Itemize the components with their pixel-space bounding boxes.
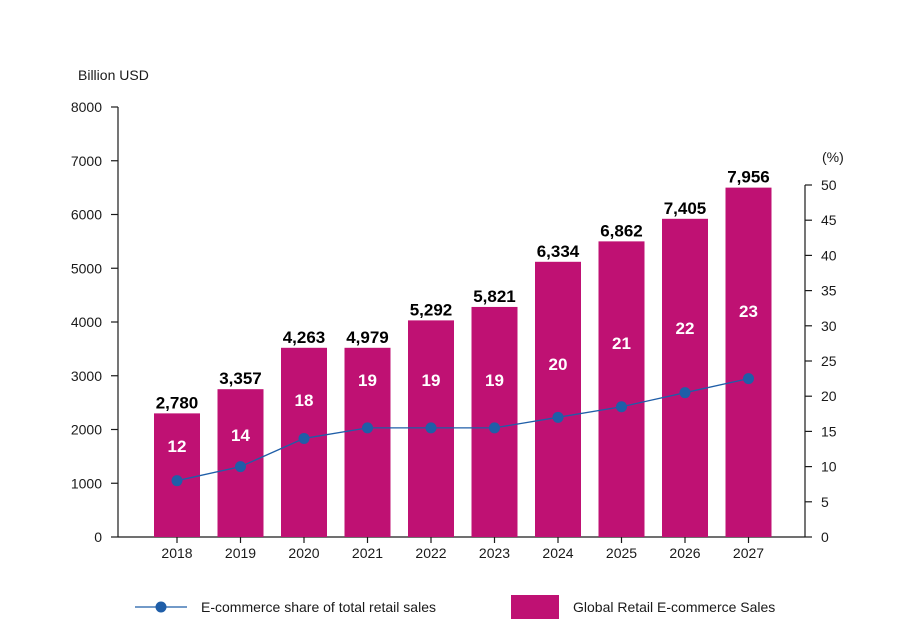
y-left-tick-label: 2000 bbox=[71, 422, 102, 438]
share-line-path bbox=[176, 377, 749, 482]
share-value-label: 18 bbox=[295, 391, 314, 410]
share-value-label: 23 bbox=[739, 302, 758, 321]
bar bbox=[471, 306, 518, 537]
y-right-tick-label: 25 bbox=[821, 353, 837, 369]
x-tick-label: 2019 bbox=[225, 545, 256, 561]
y-right-tick-label: 0 bbox=[821, 529, 829, 545]
bars bbox=[154, 187, 772, 538]
share-point bbox=[362, 422, 373, 434]
bar-value-label: 7,956 bbox=[727, 168, 770, 187]
y-left-tick-label: 1000 bbox=[71, 475, 102, 491]
bar-value-label: 7,405 bbox=[664, 199, 707, 218]
y-right-tick-label: 10 bbox=[821, 459, 837, 475]
x-tick-label: 2020 bbox=[288, 545, 319, 561]
y-right-tick-label: 15 bbox=[821, 423, 837, 439]
bar-value-label: 5,292 bbox=[410, 300, 453, 319]
legend-bar-swatch bbox=[511, 595, 559, 619]
bar-value-label: 4,263 bbox=[283, 328, 326, 347]
x-tick-label: 2027 bbox=[733, 545, 764, 561]
y-left-tick-label: 8000 bbox=[71, 99, 102, 115]
y-right-tick-label: 30 bbox=[821, 318, 837, 334]
x-tick-label: 2021 bbox=[352, 545, 383, 561]
bar bbox=[725, 187, 772, 537]
share-point bbox=[489, 422, 500, 434]
bar-value-label: 2,780 bbox=[156, 393, 199, 412]
x-tick-label: 2026 bbox=[669, 545, 700, 561]
y-right-tick-label: 45 bbox=[821, 212, 837, 228]
bar-value-label: 3,357 bbox=[219, 369, 262, 388]
share-value-label: 14 bbox=[231, 426, 250, 445]
share-point bbox=[298, 432, 310, 444]
bar-value-label: 4,979 bbox=[346, 328, 389, 347]
share-value-label: 21 bbox=[612, 334, 631, 353]
share-point bbox=[743, 373, 754, 385]
axes: 0 1000 2000 3000 4000 5000 6000 7000 8000 0 5 10 15 2… bbox=[71, 99, 837, 561]
share-value-label: 20 bbox=[549, 355, 568, 374]
share-value-label: 19 bbox=[422, 371, 441, 390]
y-left-tick-label: 7000 bbox=[71, 153, 102, 169]
y-right-tick-label: 35 bbox=[821, 283, 837, 299]
share-value-label: 22 bbox=[676, 319, 695, 338]
bar-value-label: 5,821 bbox=[473, 287, 516, 306]
share-value-label: 12 bbox=[168, 437, 187, 456]
share-point bbox=[171, 475, 183, 487]
bar bbox=[535, 261, 581, 537]
y-right-tick-label: 5 bbox=[821, 494, 829, 510]
y-right-tick-label: 40 bbox=[821, 247, 837, 263]
x-tick-label: 2023 bbox=[479, 545, 510, 561]
y-left-tick-label: 4000 bbox=[71, 314, 102, 330]
legend-label-share: E-commerce share of total retail sales bbox=[201, 599, 436, 615]
legend: E-commerce share of total retail sales Gl… bbox=[135, 595, 775, 619]
share-point bbox=[425, 422, 437, 434]
x-tick-label: 2022 bbox=[415, 545, 446, 561]
bar-value-label: 6,862 bbox=[600, 221, 643, 240]
y-left-axis-label: Billion USD bbox=[78, 67, 149, 83]
y-right-tick-label: 20 bbox=[821, 388, 837, 404]
bar bbox=[662, 218, 708, 538]
data-labels: 2,780 3,357 4,263 4,979 5,292 5,821 6,334 6,862… bbox=[156, 168, 770, 456]
share-value-label: 19 bbox=[358, 371, 377, 390]
x-tick-label: 2024 bbox=[542, 545, 573, 561]
y-left-tick-label: 5000 bbox=[71, 260, 102, 276]
share-value-label: 19 bbox=[485, 371, 504, 390]
legend-line-marker bbox=[155, 601, 167, 613]
bar bbox=[344, 347, 391, 537]
share-point bbox=[552, 411, 564, 423]
legend-label-sales: Global Retail E-commerce Sales bbox=[573, 599, 775, 615]
share-point bbox=[616, 401, 627, 413]
share-line bbox=[171, 373, 754, 487]
y-right-axis-label: (%) bbox=[822, 149, 844, 165]
bar bbox=[598, 241, 645, 537]
x-tick-label: 2025 bbox=[606, 545, 637, 561]
share-point bbox=[679, 387, 691, 399]
x-tick-label: 2018 bbox=[161, 545, 192, 561]
y-left-tick-label: 0 bbox=[94, 529, 102, 545]
y-left-tick-label: 3000 bbox=[71, 368, 102, 384]
y-left-tick-label: 6000 bbox=[71, 207, 102, 223]
bar-value-label: 6,334 bbox=[537, 242, 580, 261]
y-right-tick-label: 50 bbox=[821, 177, 837, 193]
share-point bbox=[235, 461, 246, 473]
